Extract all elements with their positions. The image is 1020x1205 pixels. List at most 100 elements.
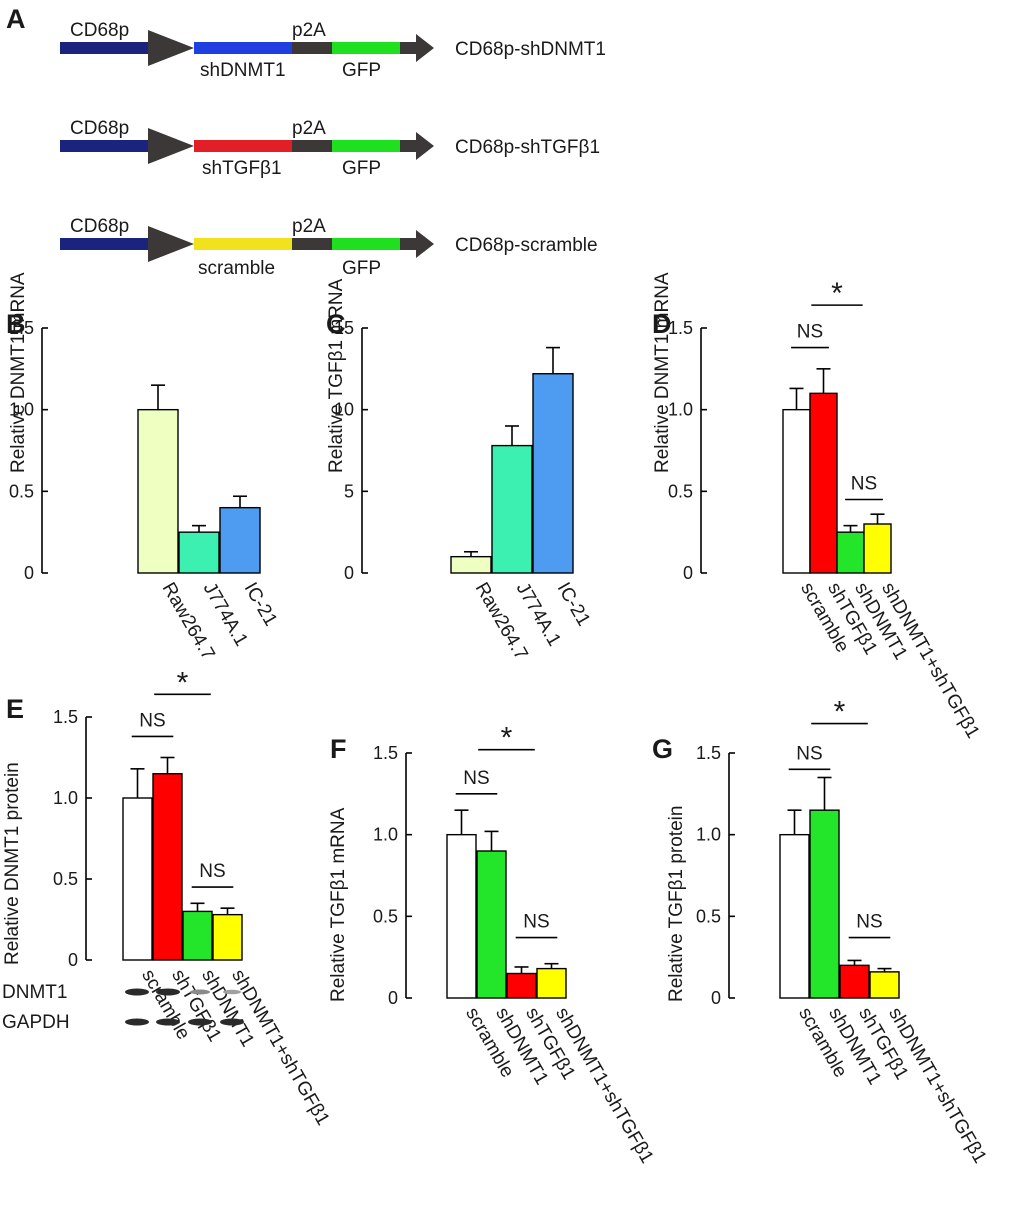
y-tick-label: 0 [388,988,398,1008]
x-tick-label: IC-21 [553,579,594,630]
bar [212,913,243,961]
y-tick-label: 1.0 [9,400,34,420]
y-tick-label: 1.0 [668,400,693,420]
y-tick-label: 1.5 [373,743,398,763]
y-tick-label: 5 [344,481,354,501]
panel-d-letter: D [652,309,672,339]
y-tick-label: 1.5 [53,707,78,727]
panel-a-letter: A [6,4,26,34]
y-tick-label: 1.5 [696,743,721,763]
reporter-label: GFP [342,258,381,279]
y-axis-label: Relative DNMT1 protein [2,762,23,965]
y-tick-label: 0 [24,563,34,583]
bar [506,972,537,999]
blot-label-gapdh: GAPDH [2,1012,70,1033]
bar [869,971,900,999]
promoter-bar [60,140,160,152]
significance-label: NS [856,912,882,933]
y-tick-label: 0.5 [696,906,721,926]
insert-bar [194,42,292,54]
significance-label: NS [796,743,822,764]
tail-bar [400,238,418,250]
bar [450,555,492,574]
insert-label: scramble [198,258,275,279]
gfp-bar [332,140,400,152]
blot-band [188,1018,212,1026]
tail-arrowhead [416,230,434,258]
y-tick-label: 0 [711,988,721,1008]
y-axis-label: Relative DNMT1 mRNA [8,272,29,473]
y-tick-label: 1.0 [53,788,78,808]
construct-name: CD68p-shTGFβ1 [455,137,600,158]
significance-star: * [501,722,513,755]
bar [178,531,220,574]
blot-band [190,989,210,995]
bar [219,506,261,574]
tail-bar [400,42,418,54]
tail-arrowhead [416,34,434,62]
panel-c-letter: C [326,309,346,339]
insert-label: shTGFβ1 [202,158,282,179]
y-tick-label: 1.5 [668,318,693,338]
significance-label: NS [797,322,823,343]
bar [836,531,865,574]
bar [532,373,574,574]
promoter-label: CD68p [70,20,129,41]
blot-band [125,988,149,996]
construct-shdnmt1: CD68p p2A shDNMT1 GFP CD68p-shDNMT1 [60,20,606,81]
linker-label: p2A [292,216,326,237]
y-tick-label: 1.0 [696,825,721,845]
blot-band [156,988,180,996]
promoter-label: CD68p [70,118,129,139]
promoter-arrowhead [148,128,194,164]
y-tick-label: 1.0 [373,825,398,845]
promoter-bar [60,42,160,54]
p2a-bar [292,42,332,54]
y-tick-label: 0 [344,563,354,583]
x-tick-label: shDNMT1+shTGFβ1 [884,1004,990,1167]
gfp-bar [332,238,400,250]
significance-label: NS [199,861,225,882]
insert-bar [194,140,292,152]
bar [446,833,477,999]
y-axis-label: Relative TGFβ1 mRNA [326,278,347,473]
promoter-bar [60,238,160,250]
western-blot: DNMT1 GAPDH [2,982,244,1033]
construct-scramble: CD68p p2A scramble GFP CD68p-scramble [60,216,598,279]
blot-label-dnmt1: DNMT1 [2,982,67,1003]
panel-b-letter: B [6,309,26,339]
promoter-arrowhead [148,226,194,262]
y-tick-label: 0 [68,950,78,970]
y-tick-label: 0.5 [53,869,78,889]
tail-arrowhead [416,132,434,160]
blot-band [220,1018,244,1026]
p2a-bar [292,238,332,250]
tail-bar [400,140,418,152]
bar [491,444,533,574]
significance-label: NS [463,768,489,789]
bar [476,850,507,999]
bar [779,833,810,999]
blot-band [125,1018,149,1026]
blot-band [223,989,241,995]
significance-label: NS [851,474,877,495]
bar [536,967,567,999]
y-tick-label: 0.5 [373,906,398,926]
x-tick-label: shDNMT1+shTGFβ1 [551,1004,657,1167]
x-tick-label: IC-21 [240,579,281,630]
linker-label: p2A [292,118,326,139]
bar [152,773,183,961]
promoter-label: CD68p [70,216,129,237]
significance-star: * [834,696,846,729]
y-tick-label: 10 [334,400,354,420]
bar [809,392,838,574]
insert-bar [194,238,292,250]
y-axis-label: Relative DNMT1 mRNA [652,272,673,473]
p2a-bar [292,140,332,152]
